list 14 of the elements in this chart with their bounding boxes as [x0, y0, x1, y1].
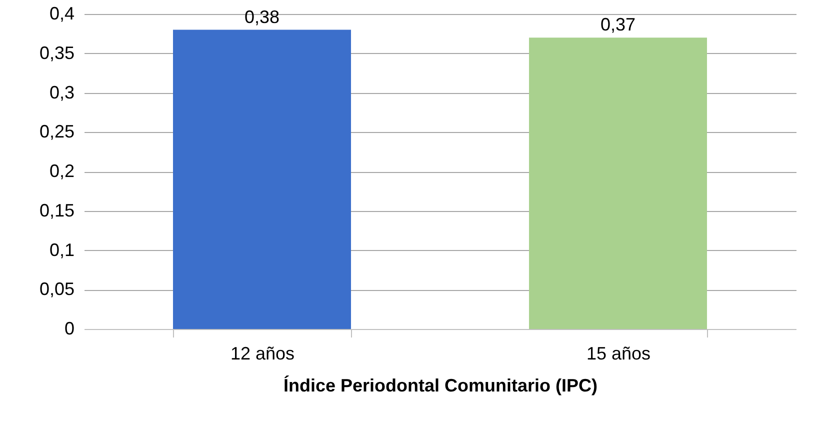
y-tick-label: 0,35 [39, 42, 74, 63]
y-tick-label: 0,4 [49, 4, 74, 24]
data-label: 0,38 [244, 6, 280, 27]
x-axis-title: Índice Periodontal Comunitario (IPC) [283, 376, 598, 396]
data-label: 0,37 [600, 14, 636, 35]
y-tick-label: 0,3 [49, 82, 74, 102]
y-tick-label: 0,25 [39, 122, 74, 142]
y-tick-label: 0,15 [39, 200, 74, 220]
y-tick-label: 0,2 [49, 161, 74, 181]
x-tick-label: 15 años [586, 344, 651, 364]
x-tick-label: 12 años [230, 344, 295, 364]
y-tick-label: 0,1 [49, 240, 74, 260]
y-tick-label: 0,05 [39, 279, 74, 300]
y-tick-label: 0 [64, 318, 74, 338]
